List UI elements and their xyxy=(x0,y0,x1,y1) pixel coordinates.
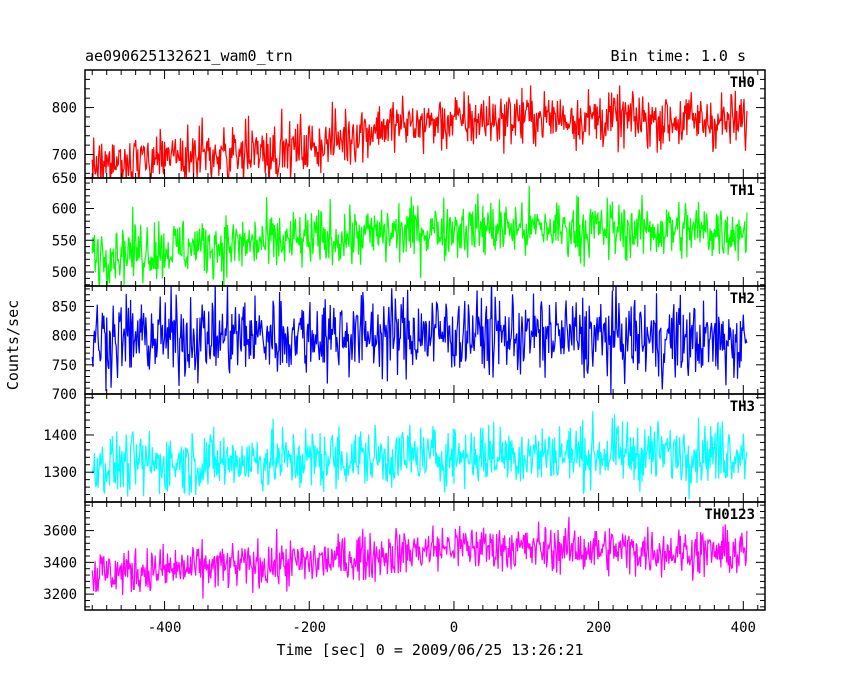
panels: 650 700 800 TH0 500 550 600 TH1 700 750 800 850 TH2 1… xyxy=(43,69,766,636)
y-tick-label: 600 xyxy=(52,201,77,217)
y-tick-label: 650 xyxy=(52,171,77,187)
y-tick-label: 500 xyxy=(52,265,77,281)
series-th0123 xyxy=(91,516,748,599)
x-tick-label: 200 xyxy=(586,620,611,636)
y-tick-label: 1300 xyxy=(43,465,77,481)
x-tick-label: 0 xyxy=(450,620,458,636)
channel-label-th0123: TH0123 xyxy=(704,507,755,523)
x-tick-label: 400 xyxy=(731,620,756,636)
panel-th0123: 3200 3400 3600 TH0123 xyxy=(43,501,766,611)
x-axis-label: Time [sec] 0 = 2009/06/25 13:26:21 xyxy=(276,641,583,659)
x-tick-label: -200 xyxy=(292,620,326,636)
y-tick-label: 850 xyxy=(52,299,77,315)
y-tick-label: 700 xyxy=(52,387,77,403)
series-th2 xyxy=(91,286,748,394)
series-th1 xyxy=(91,185,748,286)
channel-label-th1: TH1 xyxy=(730,183,755,199)
y-tick-label: 1400 xyxy=(43,428,77,444)
channel-label-th2: TH2 xyxy=(730,291,755,307)
x-tick-label: -400 xyxy=(148,620,182,636)
y-tick-label: 3400 xyxy=(43,555,77,571)
channel-label-th0: TH0 xyxy=(730,75,755,91)
y-tick-label: 700 xyxy=(52,148,77,164)
plot-title: ae090625132621_wam0_trn xyxy=(85,47,293,65)
y-axis-label: Counts/sec xyxy=(4,300,22,390)
y-tick-label: 750 xyxy=(52,358,77,374)
panel-th3: 1300 1400 TH3 xyxy=(43,393,766,503)
y-tick-label: 800 xyxy=(52,101,77,117)
panel-th1: 500 550 600 TH1 xyxy=(52,177,766,287)
bin-time-label: Bin time: 1.0 s xyxy=(611,47,746,65)
y-tick-label: 550 xyxy=(52,233,77,249)
y-tick-label: 3200 xyxy=(43,587,77,603)
y-tick-label: 3600 xyxy=(43,524,77,540)
channel-label-th3: TH3 xyxy=(730,399,755,415)
series-th3 xyxy=(91,411,748,500)
panel-th2: 700 750 800 850 TH2 xyxy=(52,285,766,403)
series-th0 xyxy=(91,85,748,178)
y-tick-label: 800 xyxy=(52,329,77,345)
panel-th0: 650 700 800 TH0 xyxy=(52,69,766,187)
